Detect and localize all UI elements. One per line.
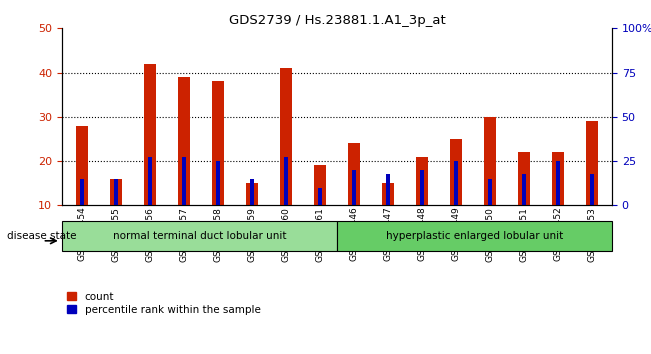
FancyBboxPatch shape [337,221,612,251]
Bar [148,156,152,205]
Bar [555,161,560,205]
Bar [488,179,492,205]
Bar [518,152,530,205]
Bar [450,139,462,205]
Bar [284,156,288,205]
Bar [586,121,598,205]
Bar [521,175,526,205]
Legend: count, percentile rank within the sample: count, percentile rank within the sample [67,292,260,315]
Text: normal terminal duct lobular unit: normal terminal duct lobular unit [113,231,286,241]
Bar [80,179,84,205]
Bar [484,117,495,205]
Bar [454,161,458,205]
Bar [182,156,186,205]
Bar [590,175,594,205]
Bar [76,126,88,205]
Bar [382,183,394,205]
Bar [250,179,254,205]
Bar [280,68,292,205]
Bar [318,188,322,205]
Bar [416,156,428,205]
Bar [114,179,118,205]
Bar [348,143,360,205]
Bar [144,64,156,205]
Bar [386,175,390,205]
Bar [212,81,224,205]
Bar [420,170,424,205]
Bar [178,77,190,205]
Text: hyperplastic enlarged lobular unit: hyperplastic enlarged lobular unit [386,231,563,241]
Text: disease state: disease state [7,232,76,241]
FancyBboxPatch shape [62,221,337,251]
Title: GDS2739 / Hs.23881.1.A1_3p_at: GDS2739 / Hs.23881.1.A1_3p_at [229,14,445,27]
Bar [216,161,220,205]
Bar [314,166,326,205]
Bar [110,179,122,205]
Bar [246,183,258,205]
Bar [352,170,356,205]
Bar [551,152,564,205]
